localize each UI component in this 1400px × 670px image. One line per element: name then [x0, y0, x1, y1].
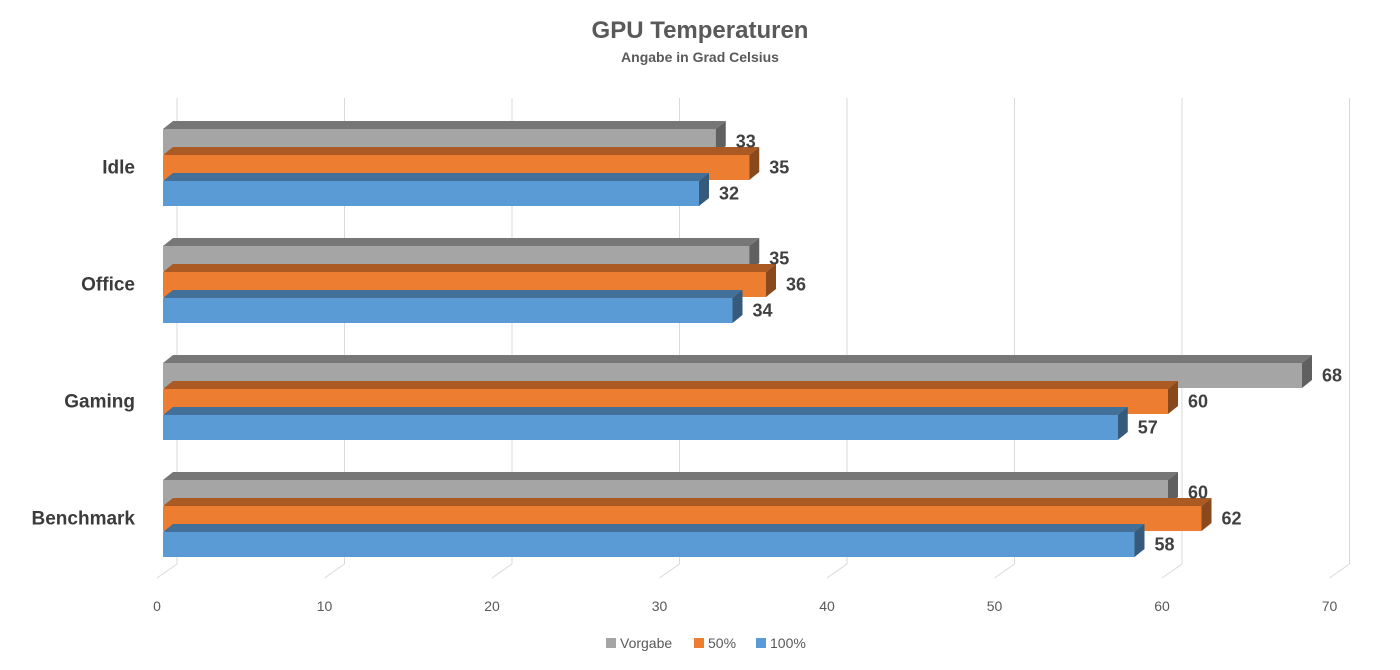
- axis-floor-tick: [1329, 563, 1350, 579]
- x-axis: 0 10 20 30 40 50 60 70: [153, 598, 1337, 614]
- data-label: 35: [769, 157, 789, 177]
- bar-side-face: [1134, 524, 1145, 557]
- x-tick-label: 40: [819, 598, 835, 614]
- legend-item: Vorgabe: [606, 635, 672, 651]
- bar-side-face: [1302, 355, 1312, 388]
- bar-top-face: [163, 121, 726, 129]
- x-tick-label: 10: [317, 598, 333, 614]
- bar-side-face: [699, 173, 709, 206]
- bar-side-face: [766, 264, 776, 297]
- bar-top-face: [163, 355, 1312, 363]
- bar-top-face: [163, 524, 1145, 532]
- bar-side-face: [749, 238, 760, 271]
- data-label: 57: [1138, 417, 1158, 437]
- bar-side-face: [1117, 407, 1128, 440]
- bar: [163, 407, 1128, 440]
- bar: [163, 524, 1145, 557]
- axis-floor-tick: [156, 563, 178, 579]
- axis-floor-tick: [994, 563, 1015, 579]
- bar-side-face: [1168, 381, 1178, 414]
- bar-front-face: [163, 298, 733, 323]
- data-label: 68: [1322, 365, 1342, 385]
- data-label: 62: [1222, 508, 1242, 528]
- bar-top-face: [163, 173, 709, 181]
- x-tick-label: 50: [987, 598, 1003, 614]
- bar-side-face: [715, 121, 726, 154]
- bar: [163, 173, 709, 206]
- legend-item: 100%: [756, 635, 806, 651]
- data-labels: Idle 33 35 32 Office 35 36 34 Gaming 68 60 57 Benchm…: [32, 131, 1343, 554]
- legend-label: Vorgabe: [620, 635, 672, 651]
- bar-top-face: [163, 238, 760, 246]
- bar-top-face: [163, 381, 1178, 389]
- axis-floor-tick: [659, 563, 680, 579]
- category-label: Gaming: [64, 392, 135, 413]
- x-tick-label: 60: [1154, 598, 1170, 614]
- bar-top-face: [163, 498, 1212, 506]
- bar-front-face: [163, 532, 1135, 557]
- category-label: Benchmark: [32, 509, 136, 530]
- bar-side-face: [732, 290, 743, 323]
- data-label: 33: [736, 131, 756, 151]
- data-label: 35: [769, 248, 789, 268]
- data-label: 60: [1188, 391, 1208, 411]
- bar-side-face: [1168, 472, 1178, 505]
- chart-title: GPU Temperaturen: [592, 17, 809, 44]
- legend-swatch: [756, 638, 766, 648]
- axis-floor-tick: [826, 563, 848, 579]
- x-tick-label: 0: [153, 598, 161, 614]
- data-label: 60: [1188, 482, 1208, 502]
- axis-floor-tick: [324, 563, 345, 579]
- data-label: 36: [786, 274, 806, 294]
- x-tick-label: 30: [652, 598, 668, 614]
- bar-top-face: [163, 290, 743, 298]
- legend-label: 100%: [770, 635, 806, 651]
- bar-side-face: [1201, 498, 1212, 531]
- axis-floor-tick: [1161, 563, 1183, 579]
- legend: Vorgabe 50% 100%: [606, 635, 806, 651]
- bar-front-face: [163, 415, 1118, 440]
- plot-area: [163, 121, 1312, 557]
- axis-floor-tick: [491, 563, 513, 579]
- data-label: 32: [719, 183, 739, 203]
- bar-top-face: [163, 147, 760, 155]
- legend-swatch: [606, 638, 616, 648]
- bar-top-face: [163, 472, 1178, 480]
- legend-item: 50%: [694, 635, 736, 651]
- category-label: Office: [81, 275, 135, 296]
- bar: [163, 290, 743, 323]
- bar-top-face: [163, 264, 776, 272]
- bar-side-face: [749, 147, 760, 180]
- bar-front-face: [163, 181, 699, 206]
- data-label: 34: [753, 300, 773, 320]
- data-label: 58: [1155, 534, 1175, 554]
- bar-top-face: [163, 407, 1128, 415]
- x-tick-label: 70: [1322, 598, 1338, 614]
- legend-swatch: [694, 638, 704, 648]
- legend-label: 50%: [708, 635, 736, 651]
- category-label: Idle: [102, 158, 135, 179]
- chart-subtitle: Angabe in Grad Celsius: [621, 49, 779, 65]
- x-tick-label: 20: [484, 598, 500, 614]
